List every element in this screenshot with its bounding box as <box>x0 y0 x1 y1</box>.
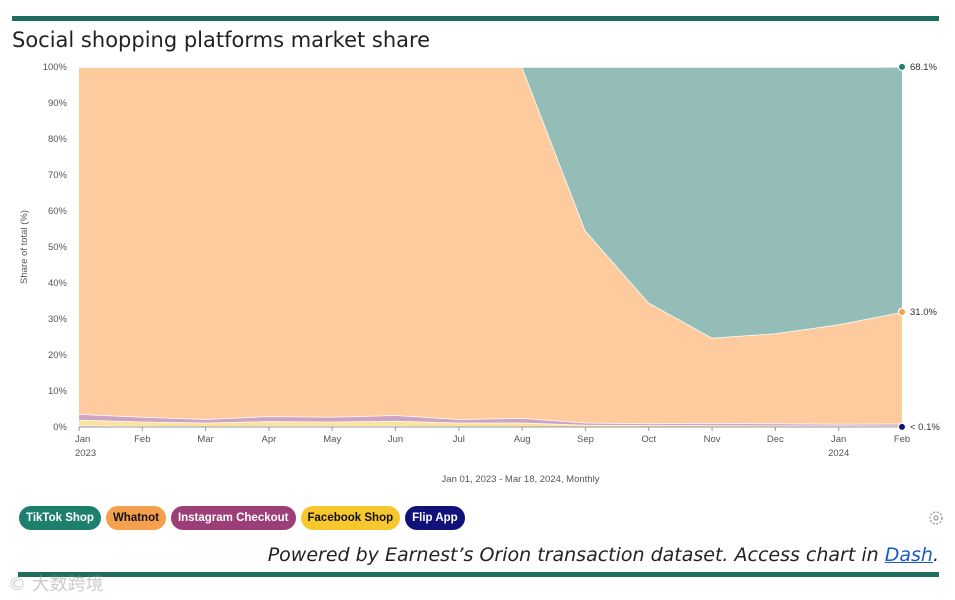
x-axis-title: Jan 01, 2023 - Mar 18, 2024, Monthly <box>442 474 600 485</box>
watermark: © 大数跨境 <box>8 574 104 595</box>
y-tick-label: 100% <box>43 62 68 73</box>
x-tick-label: Apr <box>262 434 277 445</box>
end-label: 68.1% <box>910 62 937 73</box>
x-tick-label: Dec <box>767 434 784 445</box>
footer-credit: Powered by Earnest’s Orion transaction d… <box>268 544 939 566</box>
y-tick-label: 0% <box>53 422 67 433</box>
chart-title: Social shopping platforms market share <box>12 28 431 52</box>
legend-item-whatnot[interactable]: Whatnot <box>105 506 166 530</box>
y-tick-label: 30% <box>48 314 68 325</box>
y-tick-label: 20% <box>48 350 68 361</box>
y-tick-label: 60% <box>48 206 68 217</box>
legend-item-facebook-shop[interactable]: Facebook Shop <box>300 506 401 530</box>
x-year-label: 2024 <box>828 448 849 459</box>
x-tick-label: Jul <box>453 434 465 445</box>
x-tick-label: Mar <box>197 434 213 445</box>
legend-item-tiktok-shop[interactable]: TikTok Shop <box>19 506 101 530</box>
y-tick-label: 40% <box>48 278 68 289</box>
x-tick-label: Feb <box>894 434 910 445</box>
area-whatnot <box>79 67 902 424</box>
chart-legend: TikTok Shop Whatnot Instagram Checkout Face… <box>19 506 465 530</box>
stacked-area-chart: 0% 10% 20% 30% 40% 50% 60% 70% 80% 90% 100% Jan 2023… <box>19 62 940 485</box>
x-tick-label: May <box>323 434 341 445</box>
x-tick-label: Nov <box>704 434 721 445</box>
y-tick-label: 50% <box>48 242 68 253</box>
y-tick-label: 90% <box>48 98 68 109</box>
area-tiktok-shop <box>79 66 902 338</box>
x-tick-label: Jan <box>831 434 846 445</box>
x-tick-label: Oct <box>641 434 656 445</box>
y-tick-label: 80% <box>48 134 68 145</box>
x-tick-label: Sep <box>577 434 594 445</box>
legend-item-flip-app[interactable]: Flip App <box>405 506 465 530</box>
y-tick-label: 70% <box>48 170 68 181</box>
bottom-accent-bar <box>18 572 939 577</box>
x-tick-label: Jun <box>388 434 403 445</box>
dash-link[interactable]: Dash <box>884 544 933 566</box>
legend-item-instagram-checkout[interactable]: Instagram Checkout <box>170 506 296 530</box>
end-marker <box>897 62 907 72</box>
x-year-label: 2023 <box>75 448 96 459</box>
y-tick-label: 10% <box>48 386 68 397</box>
settings-icon[interactable] <box>928 510 944 526</box>
end-marker <box>897 307 907 317</box>
end-label: < 0.1% <box>910 422 940 433</box>
end-marker <box>897 422 907 432</box>
end-label: 31.0% <box>910 307 937 318</box>
top-accent-bar <box>12 16 939 21</box>
footer-end: . <box>932 544 939 566</box>
y-axis-title: Share of total (%) <box>19 210 30 284</box>
x-tick-label: Feb <box>134 434 150 445</box>
x-tick-label: Jan <box>75 434 90 445</box>
x-tick-label: Aug <box>514 434 531 445</box>
footer-text: Powered by Earnest’s Orion transaction d… <box>267 544 885 566</box>
